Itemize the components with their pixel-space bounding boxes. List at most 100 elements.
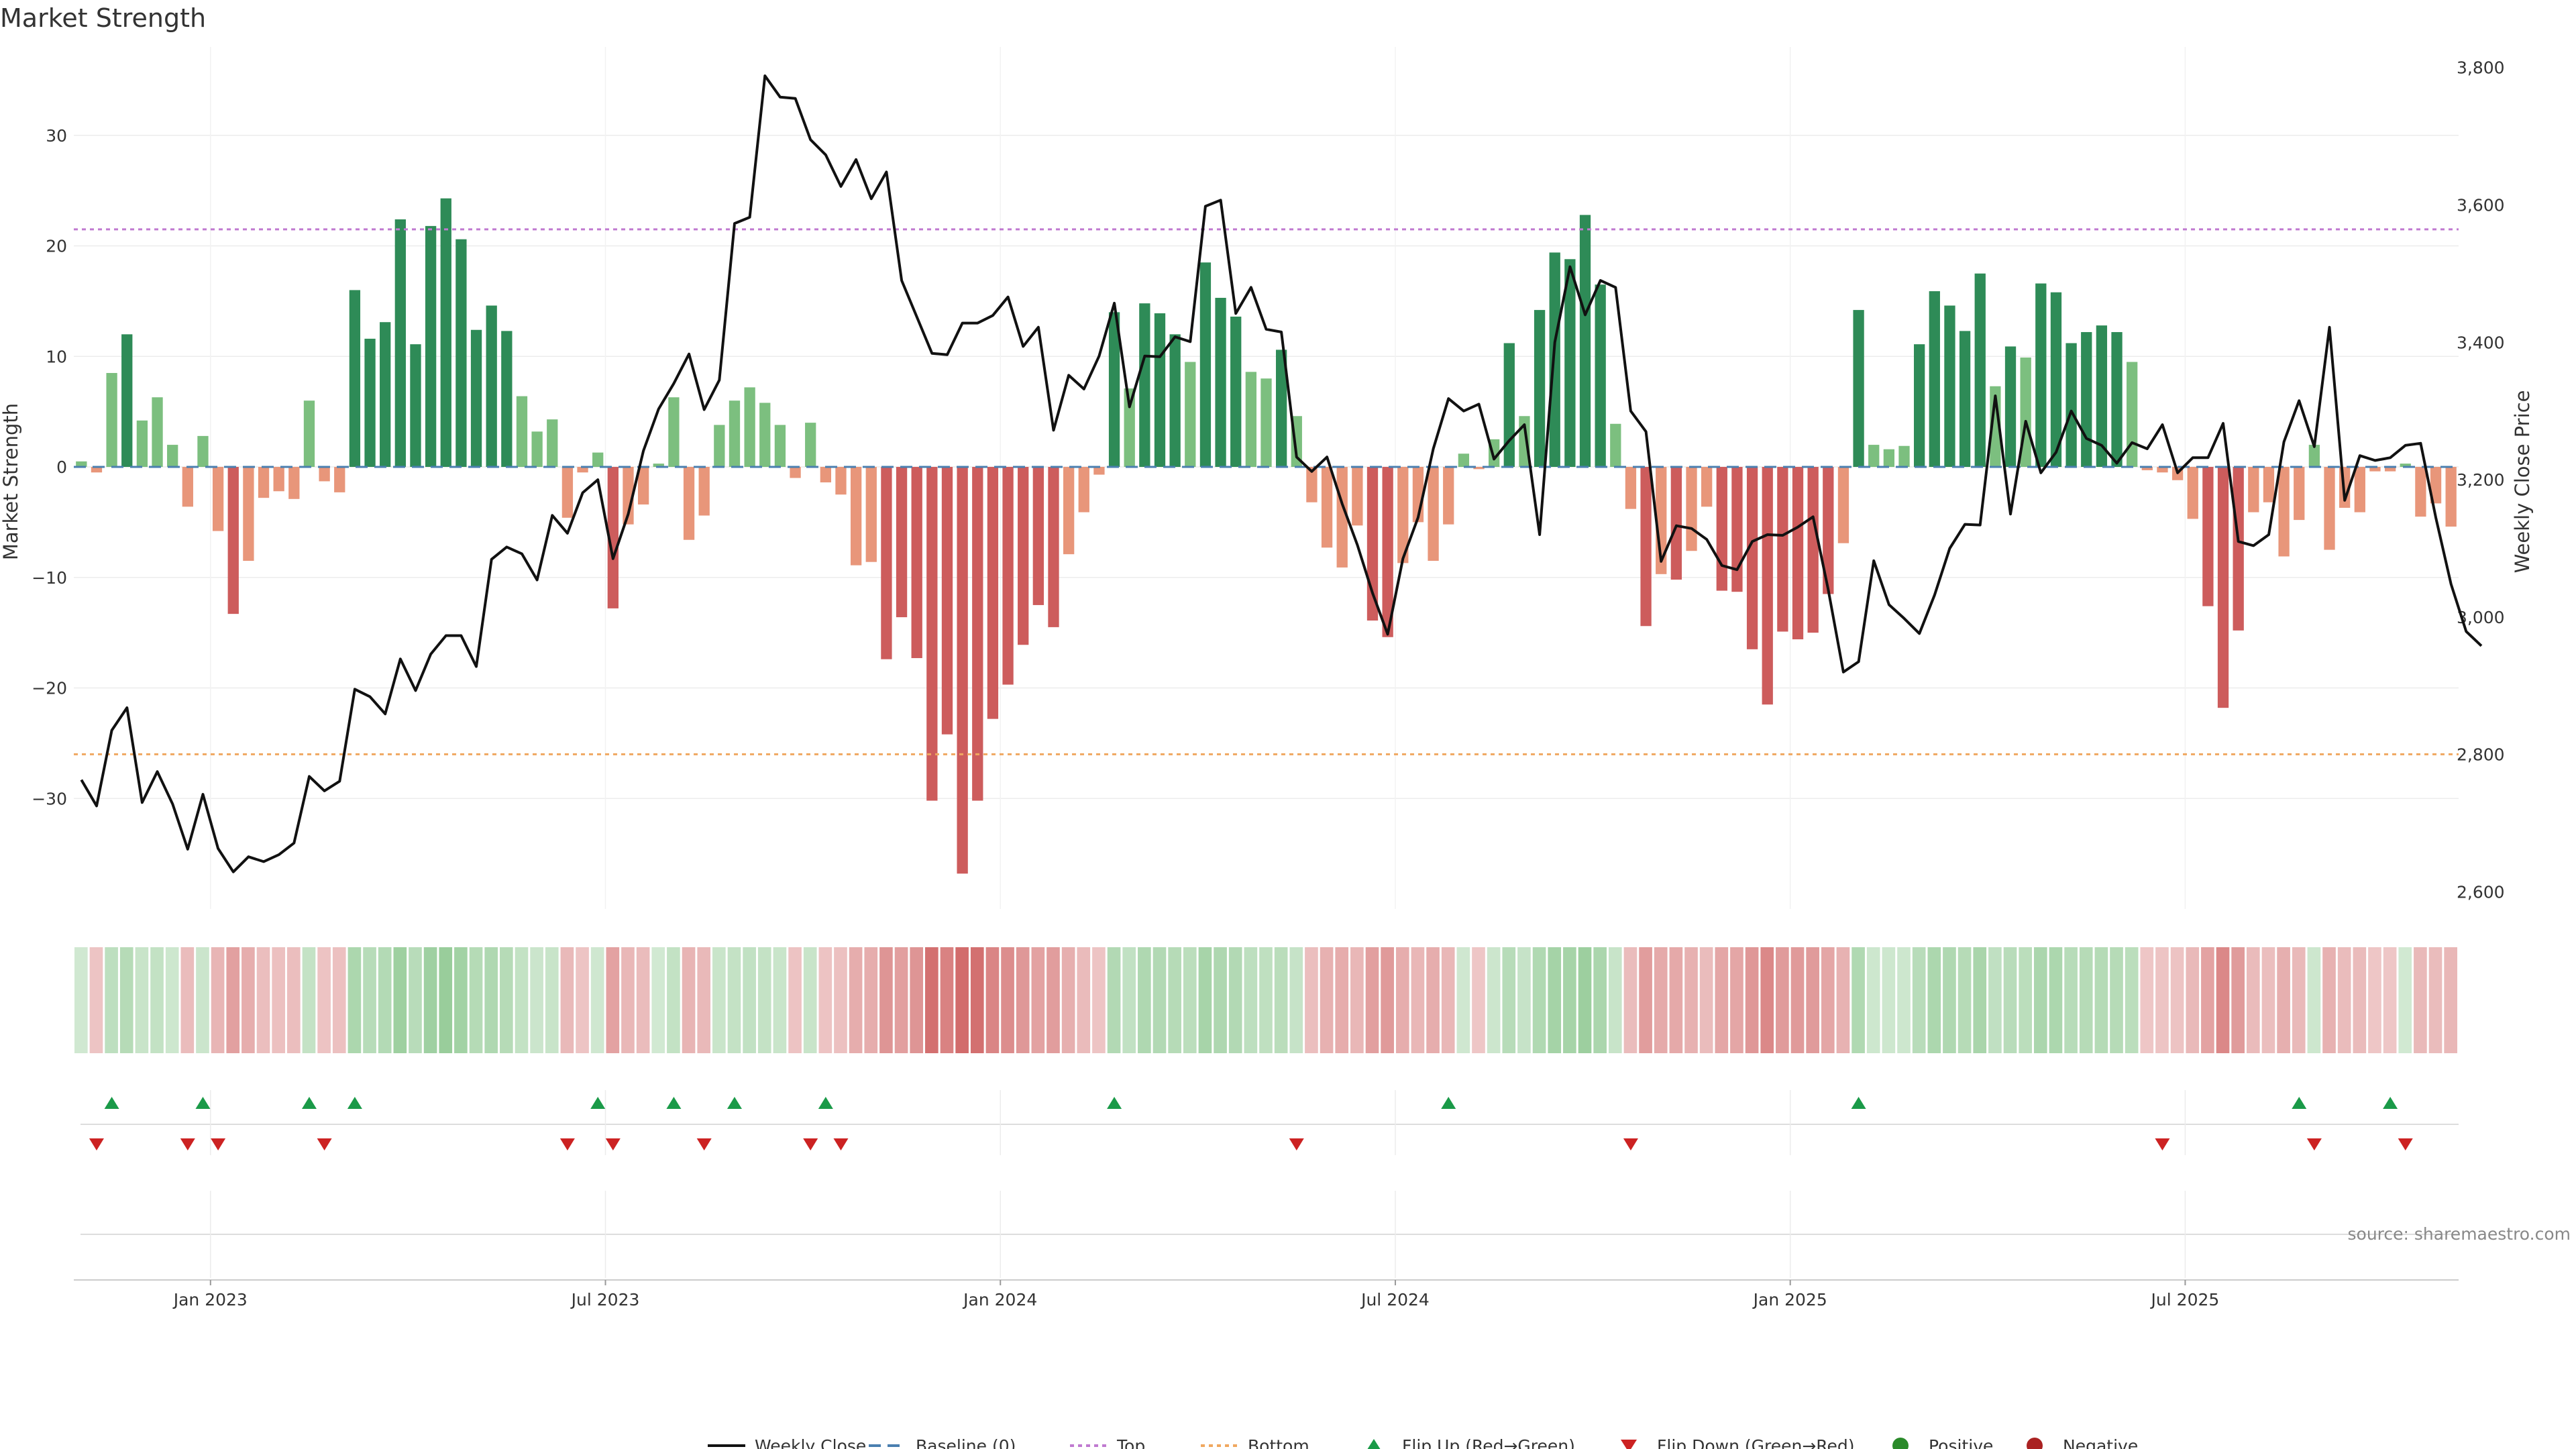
legend-swatch <box>1367 1439 1381 1449</box>
strength-bar <box>987 467 999 719</box>
heat-cell <box>1289 947 1303 1053</box>
legend-label: Flip Up (Red→Green) <box>1402 1436 1575 1449</box>
strength-bar <box>1139 303 1150 468</box>
strength-bar <box>1534 310 1546 468</box>
strength-bar <box>2217 467 2229 708</box>
strength-bar <box>152 397 163 468</box>
strength-bar <box>486 305 497 468</box>
strength-bar <box>1108 312 1120 468</box>
heat-cell <box>2246 947 2260 1053</box>
heat-cell <box>1228 947 1242 1053</box>
strength-bar <box>136 420 148 468</box>
heat-cell <box>1623 947 1638 1053</box>
heat-cell <box>1031 947 1045 1053</box>
strength-bar <box>334 467 345 492</box>
heat-cell <box>2110 947 2123 1053</box>
strength-bar <box>2294 467 2305 521</box>
heat-cell <box>150 947 164 1053</box>
flip-up-marker <box>2292 1097 2307 1109</box>
heat-cell <box>500 947 513 1053</box>
y-axis-label: Market Strength <box>0 403 22 560</box>
flip-up-marker <box>1107 1097 1122 1109</box>
strength-bar <box>1397 467 1409 564</box>
heat-cell <box>1016 947 1030 1053</box>
heat-cell <box>1441 947 1455 1053</box>
strength-bar <box>440 198 451 468</box>
strength-bar <box>91 467 103 473</box>
chart-title: Market Strength <box>0 3 206 33</box>
strength-bar <box>1048 467 1059 627</box>
heat-cell <box>955 947 969 1053</box>
x-tick-label: Jul 2024 <box>1360 1290 1430 1309</box>
legend-label: Baseline (0) <box>916 1436 1016 1449</box>
strength-bar <box>774 425 786 468</box>
strength-bar <box>2233 467 2244 631</box>
heat-cell <box>515 947 529 1053</box>
strength-bar <box>1154 313 1166 468</box>
strength-bar <box>1792 467 1804 640</box>
strength-bar <box>1746 467 1758 649</box>
heat-cell <box>727 947 741 1053</box>
strength-bar <box>820 467 831 483</box>
strength-bar <box>1610 423 1621 468</box>
flip-up-marker <box>104 1097 119 1109</box>
heat-cell <box>1001 947 1014 1053</box>
strength-bar <box>790 467 801 478</box>
strength-bar <box>167 445 178 468</box>
heat-cell <box>105 947 118 1053</box>
heat-cell <box>2292 947 2306 1053</box>
y-tick-label: −20 <box>32 679 67 698</box>
y-tick-label: 0 <box>56 458 67 477</box>
heat-cell <box>1107 947 1121 1053</box>
heat-cell <box>1517 947 1531 1053</box>
heat-cell <box>1365 947 1379 1053</box>
flip-up-marker <box>727 1097 742 1109</box>
flip-down-marker <box>317 1138 332 1150</box>
strength-bar <box>2127 362 2138 468</box>
heat-cell <box>2322 947 2336 1053</box>
heat-cell <box>1395 947 1409 1053</box>
strength-bar <box>1807 467 1819 633</box>
strength-bar <box>1428 467 1439 561</box>
heat-cell <box>347 947 362 1053</box>
strength-bar <box>698 467 710 516</box>
heat-cell <box>1806 947 1819 1053</box>
heat-cell <box>590 947 604 1053</box>
heat-cell <box>363 947 376 1053</box>
strength-bar <box>1837 467 1849 543</box>
heat-cell <box>378 947 392 1053</box>
heat-cell <box>910 947 924 1053</box>
legend-item-baseline: Baseline (0) <box>869 1436 1016 1449</box>
strength-bar <box>2111 332 2123 468</box>
heat-cell <box>1927 947 1941 1053</box>
y2-tick-label: 3,200 <box>2457 470 2505 490</box>
heat-cell <box>1381 947 1394 1053</box>
strength-bar <box>592 452 604 468</box>
strength-bar <box>2369 467 2381 472</box>
flip-down-marker <box>803 1138 818 1150</box>
legend-item-bottom: Bottom <box>1201 1436 1309 1449</box>
strength-bar <box>425 225 437 468</box>
flip-up-marker <box>818 1097 833 1109</box>
flip-up-marker <box>666 1097 682 1109</box>
heat-cell <box>1821 947 1835 1053</box>
heat-cell <box>2428 947 2443 1053</box>
heat-cell <box>2033 947 2047 1053</box>
strength-bar <box>1443 467 1454 525</box>
strength-bar <box>2263 467 2275 502</box>
heat-cell <box>1699 947 1713 1053</box>
heat-cell <box>2170 947 2184 1053</box>
strength-bar <box>623 467 634 525</box>
heat-cell <box>1548 947 1562 1053</box>
flip-down-marker <box>559 1138 575 1150</box>
heat-cell <box>1411 947 1425 1053</box>
flip-up-marker <box>301 1097 317 1109</box>
heat-cell <box>409 947 422 1053</box>
heat-cell <box>788 947 802 1053</box>
strength-bar <box>1321 467 1333 548</box>
heat-cell <box>757 947 771 1053</box>
legend-label: Weekly Close <box>755 1436 866 1449</box>
strength-bar <box>2187 467 2198 519</box>
strength-bar <box>850 467 862 566</box>
